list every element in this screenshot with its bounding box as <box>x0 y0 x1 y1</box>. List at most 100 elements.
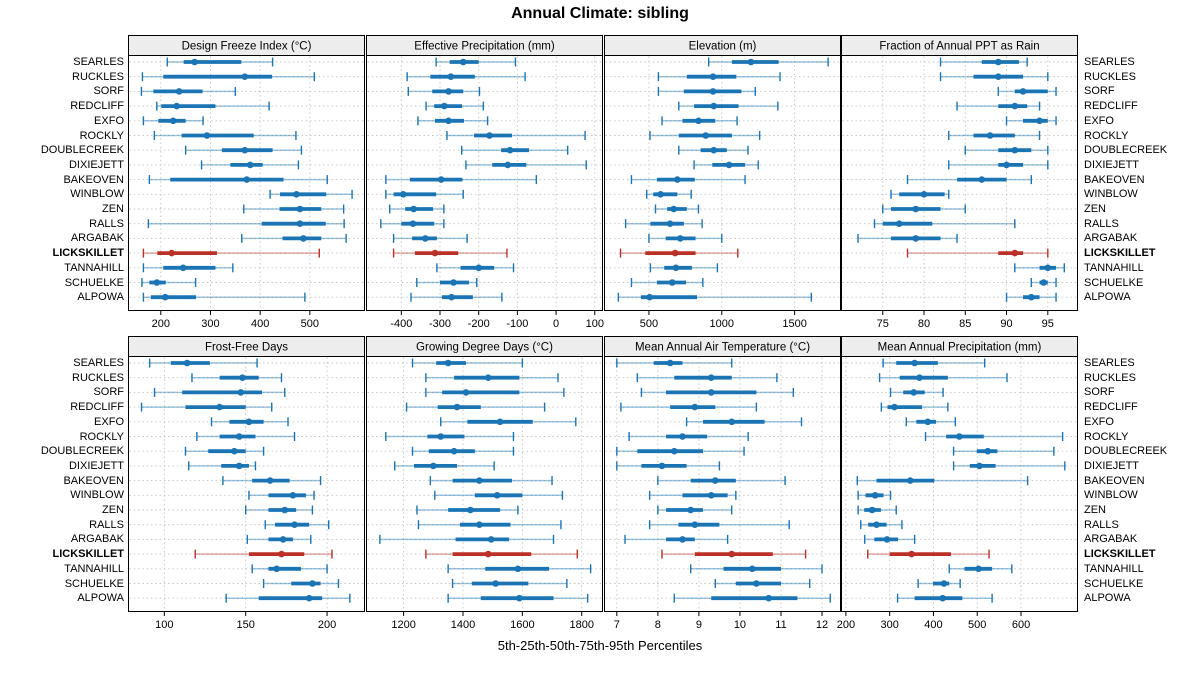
site-label-left-winblow: WINBLOW <box>70 188 124 201</box>
percentile-row-ruckles <box>425 373 559 383</box>
site-label-right-searles: SEARLES <box>1084 357 1135 369</box>
percentile-row-searles <box>435 57 517 67</box>
site-label-left-ruckles: RUCKLES <box>72 371 124 384</box>
percentile-row-redcliff <box>140 402 273 412</box>
site-label-left-redcliff: REDCLIFF <box>70 401 124 414</box>
median-dot <box>657 191 664 198</box>
percentile-row-exfo <box>685 417 803 427</box>
panel-title: Growing Degree Days (°C) <box>416 342 553 354</box>
median-dot <box>516 594 523 602</box>
site-label-right-winblow: WINBLOW <box>1084 489 1138 502</box>
median-dot <box>216 403 223 411</box>
median-dot <box>506 146 514 154</box>
percentile-row-ralls <box>417 520 562 530</box>
x-tick-label: 200 <box>152 318 170 330</box>
median-dot <box>910 389 918 396</box>
x-tick-label: 150 <box>237 619 255 631</box>
x-tick-label: 90 <box>1000 318 1012 330</box>
median-dot <box>1036 117 1043 125</box>
percentile-row-doublecreek <box>411 446 515 456</box>
panel-title: Design Freeze Index (°C) <box>182 41 312 53</box>
percentile-row-schuelke <box>714 579 811 588</box>
percentile-row-schuelke <box>451 579 568 588</box>
x-axis: 500 1000 1500 <box>640 310 807 330</box>
panel-box <box>128 55 365 311</box>
median-dot <box>666 220 674 227</box>
percentile-row-argabak <box>857 233 958 243</box>
percentile-row-bakeoven <box>856 476 1029 486</box>
percentile-row-exfo <box>210 417 289 427</box>
site-label-right-searles: SEARLES <box>1084 56 1135 68</box>
percentile-row-lickskillet <box>867 549 990 559</box>
percentile-row-ralls <box>648 520 790 530</box>
median-dot <box>707 374 715 381</box>
panel-box <box>366 356 603 612</box>
site-label-left-lickskillet: LICKSKILLET <box>52 247 125 260</box>
median-dot <box>241 146 249 154</box>
site-label-right-dixiejett: DIXIEJETT <box>1084 158 1140 171</box>
percentile-row-dixiejett <box>948 160 1049 170</box>
median-dot <box>278 550 285 558</box>
x-tick-label: 500 <box>640 318 658 330</box>
median-dot <box>467 506 474 514</box>
percentile-row-lickskillet <box>425 549 578 559</box>
median-dot <box>679 536 686 543</box>
percentile-row-redcliff <box>620 402 758 412</box>
percentile-row-alpowa <box>896 593 993 603</box>
median-dot <box>702 132 710 139</box>
percentile-row-dixiejett <box>200 160 300 170</box>
percentile-row-lickskillet <box>194 549 333 559</box>
x-tick-label: 9 <box>696 619 702 631</box>
panel-frost-free-days: Frost-Free Days 100 150 200 <box>128 336 365 631</box>
site-label-right-zen: ZEN <box>1084 504 1106 516</box>
x-tick-label: 1600 <box>510 619 534 631</box>
x-axis: 200 300 400 500 600 <box>837 611 1030 631</box>
x-tick-label: 1200 <box>391 619 415 631</box>
x-tick-label: 600 <box>1012 619 1030 631</box>
panel-box <box>604 356 841 612</box>
median-dot <box>666 359 674 367</box>
percentile-row-dixiejett <box>952 461 1066 471</box>
percentile-row-winblow <box>248 490 315 500</box>
percentile-row-winblow <box>857 490 892 500</box>
x-tick-label: 1800 <box>569 619 593 631</box>
median-dot <box>687 506 694 514</box>
median-dot <box>243 176 251 183</box>
median-dot <box>422 235 429 242</box>
panel-box <box>366 55 603 311</box>
percentile-row-alpowa <box>410 292 503 302</box>
percentile-row-searles <box>939 57 1028 67</box>
percentile-row-doublecreek <box>184 446 265 456</box>
percentile-row-redcliff <box>880 402 949 412</box>
percentile-row-schuelke <box>917 579 961 588</box>
median-dot <box>753 580 760 587</box>
median-dot <box>984 447 992 455</box>
panel-title: Elevation (m) <box>689 41 757 53</box>
x-tick-label: 100 <box>155 619 173 631</box>
median-dot <box>672 264 680 272</box>
site-label-right-tannahill: TANNAHILL <box>1084 261 1144 274</box>
site-label-right-tannahill: TANNAHILL <box>1084 562 1144 575</box>
percentile-row-exfo <box>661 116 738 126</box>
site-label-right-exfo: EXFO <box>1084 114 1114 127</box>
panel-title: Frost-Free Days <box>205 342 288 354</box>
percentile-row-sorf <box>153 387 286 397</box>
median-dot <box>440 102 448 110</box>
site-label-left-ralls: RALLS <box>89 518 124 531</box>
median-dot <box>1044 264 1052 272</box>
site-label-right-redcliff: REDCLIFF <box>1084 401 1138 414</box>
site-label-left-schuelke: SCHUELKE <box>64 276 124 289</box>
percentile-row-schuelke <box>630 278 704 287</box>
x-tick-label: 400 <box>251 318 269 330</box>
percentile-row-exfo <box>417 116 489 126</box>
percentile-row-ruckles <box>657 72 781 82</box>
percentile-row-ralls <box>147 219 345 229</box>
site-label-right-lickskillet: LICKSKILLET <box>1084 247 1156 260</box>
median-dot <box>289 492 297 499</box>
x-axis: 100 150 200 <box>155 611 336 631</box>
site-label-left-ruckles: RUCKLES <box>72 70 124 83</box>
percentile-row-tannahill <box>649 263 719 273</box>
x-tick-label: 95 <box>1042 318 1054 330</box>
median-dot <box>765 594 772 602</box>
median-dot <box>273 565 280 573</box>
